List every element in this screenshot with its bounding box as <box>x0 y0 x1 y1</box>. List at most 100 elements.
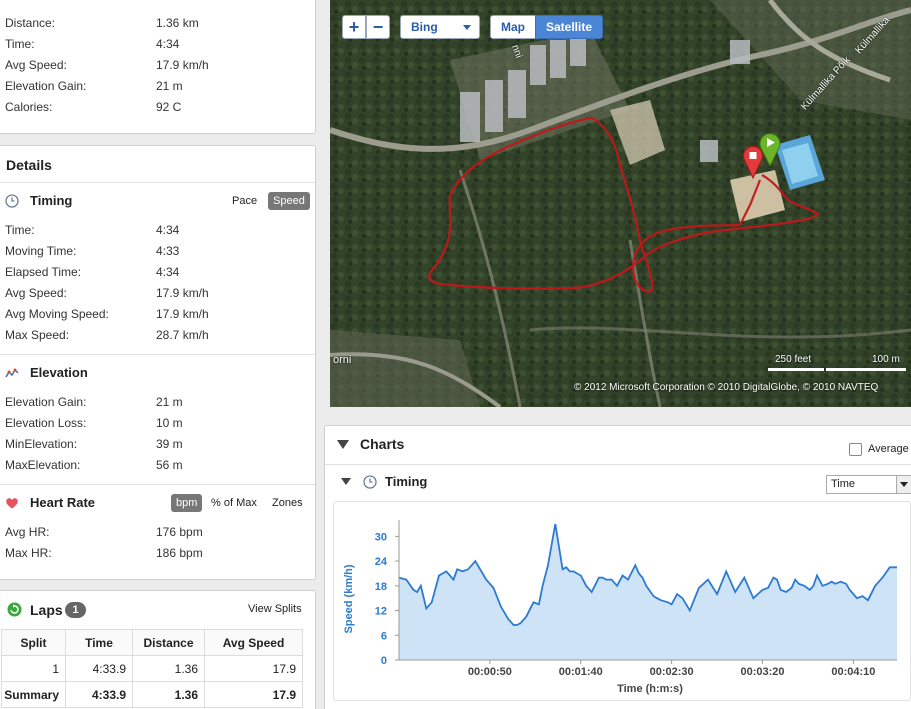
map-copyright: © 2012 Microsoft Corporation © 2010 Digi… <box>574 382 879 393</box>
col-avg-speed[interactable]: Avg Speed <box>204 629 303 656</box>
summary-label: Summary <box>1 681 66 708</box>
laps-table: Split Time Distance Avg Speed 1 4:33.9 1… <box>1 629 303 708</box>
scale-feet-label: 250 feet <box>775 354 812 365</box>
chevron-down-icon <box>463 25 471 30</box>
details-title: Details <box>6 157 52 173</box>
average-checkbox[interactable] <box>849 443 862 456</box>
pace-toggle[interactable]: Pace <box>232 195 258 207</box>
map-type-satellite-button[interactable]: Satellite <box>535 15 603 39</box>
zoom-out-button[interactable]: − <box>366 15 390 39</box>
summary-avg-speed: 17.9 <box>204 681 303 708</box>
summary-value: 17.9 km/h <box>156 58 209 72</box>
bpm-toggle[interactable]: bpm <box>171 494 203 512</box>
charts-panel: Charts Average Timing Time 0 6 12 18 24 30 00… <box>324 425 911 709</box>
zones-toggle[interactable]: Zones <box>272 497 303 509</box>
timing-header: Timing <box>5 189 205 213</box>
timing-label: Avg Speed: <box>5 286 67 300</box>
x-axis-label: Time (h:m:s) <box>617 683 683 695</box>
elevation-header: Elevation <box>5 361 205 385</box>
clock-icon <box>363 475 377 489</box>
speed-chart[interactable]: 0 6 12 18 24 30 00:00:50 00:01:40 00:02:30 00:03… <box>333 501 911 701</box>
y-tick-label: 24 <box>375 556 388 568</box>
y-axis-label: Speed (km/h) <box>343 564 355 633</box>
timing-label: Avg Moving Speed: <box>5 307 109 321</box>
charts-title: Charts <box>360 436 405 452</box>
laps-icon <box>7 602 22 617</box>
finish-marker-icon[interactable] <box>742 145 764 179</box>
select-arrow-button[interactable] <box>896 476 911 493</box>
map-type-map-button[interactable]: Map <box>490 15 536 39</box>
timing-label: Moving Time: <box>5 244 77 258</box>
start-marker-icon[interactable] <box>758 131 782 167</box>
col-time[interactable]: Time <box>65 629 133 656</box>
lap-split: 1 <box>1 655 66 682</box>
heart-rate-label: Avg HR: <box>5 525 50 539</box>
average-label: Average <box>868 443 909 455</box>
elevation-label: MaxElevation: <box>5 458 81 472</box>
y-tick-label: 12 <box>375 606 387 618</box>
street-label: orni <box>333 354 352 366</box>
timing-value: 17.9 km/h <box>156 286 209 300</box>
view-splits-link[interactable]: View Splits <box>248 603 302 615</box>
x-axis-select-value: Time <box>831 478 856 490</box>
summary-label: Time: <box>5 37 35 51</box>
summary-value: 21 m <box>156 79 183 93</box>
divider <box>325 464 911 465</box>
x-tick-label: 00:02:30 <box>650 666 694 678</box>
x-tick-label: 00:01:40 <box>559 666 603 678</box>
elevation-label: Elevation Loss: <box>5 416 87 430</box>
elevation-value: 21 m <box>156 395 183 409</box>
map-provider-dropdown[interactable]: Bing <box>400 15 480 39</box>
x-tick-label: 00:03:20 <box>740 666 784 678</box>
timing-title: Timing <box>30 193 73 208</box>
x-tick-label: 00:04:10 <box>831 666 875 678</box>
summary-distance: 1.36 <box>132 681 205 708</box>
timing-label: Elapsed Time: <box>5 265 82 279</box>
timing-label: Time: <box>5 223 35 237</box>
y-tick-label: 0 <box>381 655 387 667</box>
speed-series-line <box>398 523 897 626</box>
timing-label: Max Speed: <box>5 328 70 342</box>
x-tick-label: 00:00:50 <box>468 666 512 678</box>
elevation-chart-icon <box>5 368 19 378</box>
lap-distance: 1.36 <box>132 655 205 682</box>
scale-meters-label: 100 m <box>872 354 900 365</box>
heart-rate-label: Max HR: <box>5 546 52 560</box>
summary-label: Calories: <box>5 100 53 114</box>
y-tick-label: 30 <box>375 531 387 543</box>
summary-label: Distance: <box>5 16 56 30</box>
elevation-value: 39 m <box>156 437 183 451</box>
elevation-label: Elevation Gain: <box>5 395 87 409</box>
heart-rate-value: 176 bpm <box>156 525 203 539</box>
x-axis-select[interactable]: Time <box>826 475 911 494</box>
timing-value: 4:34 <box>156 265 180 279</box>
summary-label: Elevation Gain: <box>5 79 87 93</box>
summary-value: 1.36 km <box>156 16 199 30</box>
y-tick-label: 18 <box>375 581 387 593</box>
timing-value: 4:33 <box>156 244 180 258</box>
speed-toggle[interactable]: Speed <box>268 192 310 210</box>
divider <box>0 182 315 183</box>
summary-label: Avg Speed: <box>5 58 67 72</box>
summary-time: 4:33.9 <box>65 681 133 708</box>
elevation-label: MinElevation: <box>5 437 78 451</box>
table-row[interactable]: 1 4:33.9 1.36 17.9 <box>1 655 303 682</box>
details-panel: Details Timing Pace Speed Time: 4:34 Mov… <box>0 145 316 580</box>
summary-panel: Distance: 1.36 km Time: 4:34 Avg Speed: … <box>0 0 316 134</box>
collapse-timing-icon[interactable] <box>341 478 351 485</box>
divider <box>0 484 315 485</box>
y-tick-label: 6 <box>381 630 387 642</box>
map-view[interactable]: + − Bing Map Satellite Külmallika Külmal… <box>330 0 911 407</box>
timing-value: 28.7 km/h <box>156 328 209 342</box>
zoom-in-button[interactable]: + <box>342 15 366 39</box>
percent-max-toggle[interactable]: % of Max <box>211 497 257 509</box>
collapse-charts-icon[interactable] <box>337 440 349 449</box>
clock-icon <box>5 194 19 208</box>
col-split[interactable]: Split <box>1 629 66 656</box>
speed-area <box>399 524 897 660</box>
map-provider-value: Bing <box>411 20 438 34</box>
chevron-down-icon <box>900 482 908 487</box>
col-distance[interactable]: Distance <box>132 629 205 656</box>
summary-value: 4:34 <box>156 37 180 51</box>
heart-rate-value: 186 bpm <box>156 546 203 560</box>
